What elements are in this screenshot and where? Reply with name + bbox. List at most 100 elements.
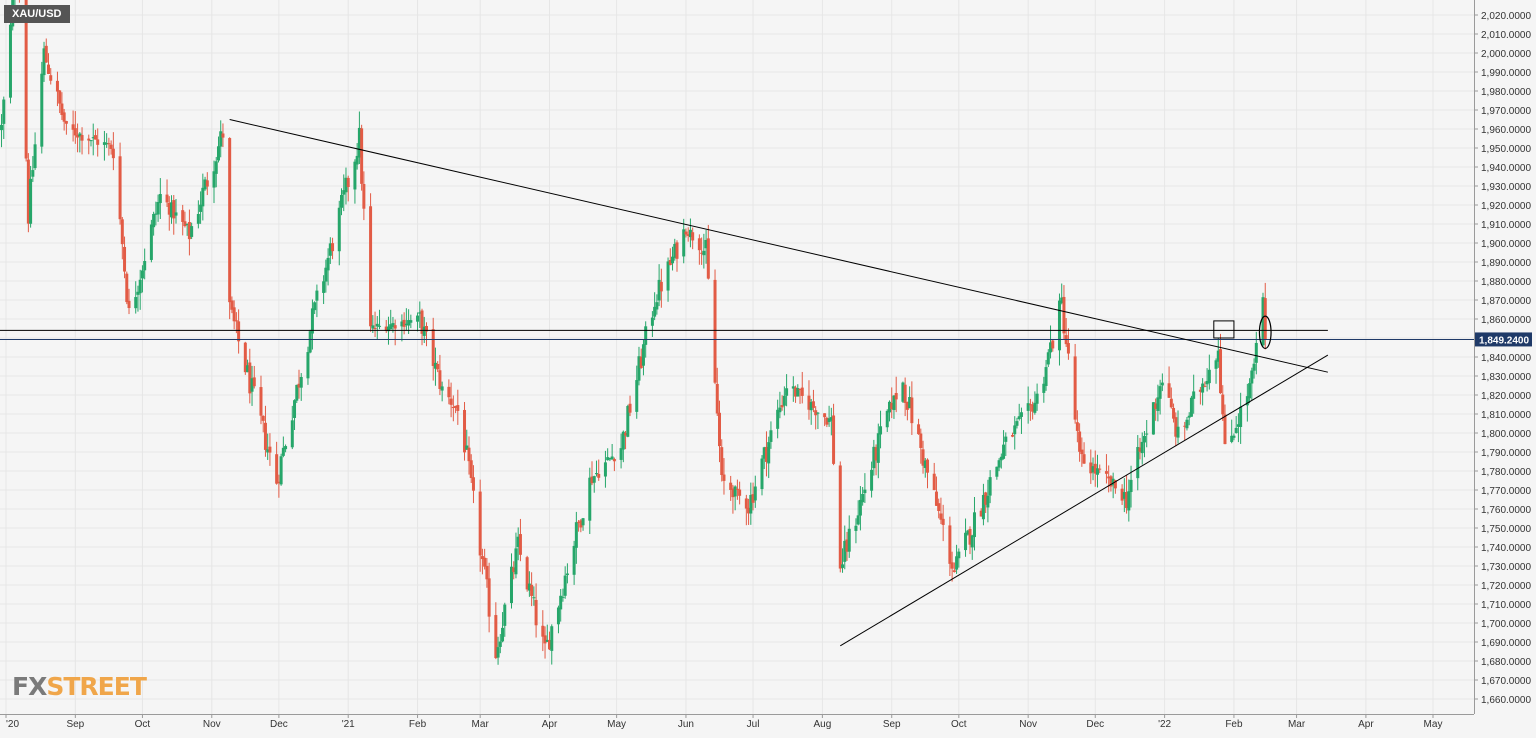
time-tick-label: '21 <box>342 719 355 730</box>
candle-body <box>981 494 985 520</box>
candle-body <box>639 356 643 368</box>
candle-body <box>279 456 283 485</box>
price-tick-label: 1,920.0000 <box>1481 201 1531 212</box>
candle-body <box>845 539 849 552</box>
candle-body <box>297 383 301 388</box>
candle-body <box>281 447 285 456</box>
candle-body <box>494 615 498 659</box>
candle-body <box>62 112 66 122</box>
candle-body <box>31 170 35 177</box>
drawing-overlays[interactable] <box>0 119 1474 647</box>
candle-body <box>346 177 350 188</box>
candle-body <box>1075 422 1079 431</box>
candle-body <box>970 535 974 548</box>
candle-body <box>355 155 359 165</box>
time-tick-label: Sep <box>66 719 84 730</box>
candle-body <box>136 291 140 295</box>
candle-body <box>216 146 220 161</box>
candle-body <box>299 377 303 388</box>
candle-body <box>138 279 142 294</box>
candle-body <box>24 0 28 159</box>
candle-body <box>856 515 860 525</box>
candle-body <box>921 449 925 466</box>
time-tick-label: '20 <box>6 719 19 730</box>
candle-body <box>250 378 254 392</box>
candle-body <box>290 420 294 448</box>
highlight-rectangle[interactable] <box>1213 320 1235 339</box>
ascending-support-trendline[interactable] <box>840 354 1329 647</box>
candle-body <box>939 513 943 520</box>
candle-body <box>308 331 312 353</box>
candle-body <box>950 562 954 569</box>
candle-body <box>1129 479 1133 493</box>
candle-body <box>890 402 894 410</box>
candle-body <box>1035 393 1039 404</box>
candle-body <box>360 128 364 184</box>
candle-body <box>118 156 122 220</box>
candle-body <box>1122 492 1126 499</box>
price-tick-label: 1,900.0000 <box>1481 239 1531 250</box>
candle-body <box>1203 385 1207 387</box>
highlight-ellipse[interactable] <box>1258 315 1272 350</box>
candle-body <box>934 491 938 506</box>
candle-body <box>919 433 923 448</box>
candle-body <box>543 635 547 644</box>
candle-body <box>219 131 223 147</box>
candle-body <box>621 431 625 450</box>
candle-body <box>908 397 912 409</box>
time-axis[interactable]: '20 Sep Oct Nov Dec '21 Feb Mar Apr May Jun Jul Aug S… <box>0 714 1536 733</box>
candle-body <box>1176 426 1180 438</box>
price-tick-label: 1,750.0000 <box>1481 524 1531 535</box>
candle-body <box>637 356 641 381</box>
price-axis[interactable]: 1,660.0000 1,670.0000 1,680.0000 1,690.0000… <box>1474 0 1536 733</box>
candle-body <box>1017 416 1021 420</box>
candle-body <box>941 518 945 525</box>
candle-body <box>409 320 413 323</box>
candle-body <box>1189 397 1193 417</box>
candle-body <box>1245 396 1249 406</box>
candle-body <box>999 456 1003 461</box>
candle-body <box>1151 402 1155 435</box>
candle-body <box>832 415 836 464</box>
candle-body <box>1185 419 1189 429</box>
time-axis-background <box>0 714 1536 733</box>
candle-body <box>744 498 748 509</box>
candle-body <box>80 134 84 141</box>
candle-body <box>747 507 751 514</box>
candle-body <box>816 412 820 414</box>
candle-body <box>814 410 818 416</box>
candle-body <box>167 202 171 215</box>
price-tick-label: 1,910.0000 <box>1481 220 1531 231</box>
candle-body <box>1028 404 1032 406</box>
candle-body <box>134 297 138 309</box>
candle-body <box>33 144 37 169</box>
candle-body <box>984 492 988 505</box>
candle-body <box>1221 394 1225 415</box>
candle-body <box>720 447 724 476</box>
candle-body <box>1049 342 1053 353</box>
candle-body <box>1214 360 1218 369</box>
candle-body <box>1002 444 1006 459</box>
candle-body <box>203 179 207 190</box>
candle-body <box>749 494 753 514</box>
symbol-label: XAU/USD <box>4 5 70 23</box>
candle-body <box>668 259 672 266</box>
price-tick-label: 1,860.0000 <box>1481 315 1531 326</box>
candle-body <box>988 477 992 496</box>
candle-body <box>659 281 663 292</box>
candle-body <box>838 465 842 569</box>
candle-body <box>8 24 12 98</box>
candle-body <box>955 556 959 570</box>
price-tick-label: 1,960.0000 <box>1481 125 1531 136</box>
candle-body <box>682 229 686 257</box>
candle-body <box>483 557 487 567</box>
candles <box>0 0 1267 665</box>
candle-body <box>78 133 82 137</box>
candle-body <box>706 238 710 279</box>
candle-body <box>937 503 941 511</box>
candle-body <box>190 226 194 237</box>
candle-body <box>619 448 623 460</box>
candle-body <box>733 486 737 497</box>
